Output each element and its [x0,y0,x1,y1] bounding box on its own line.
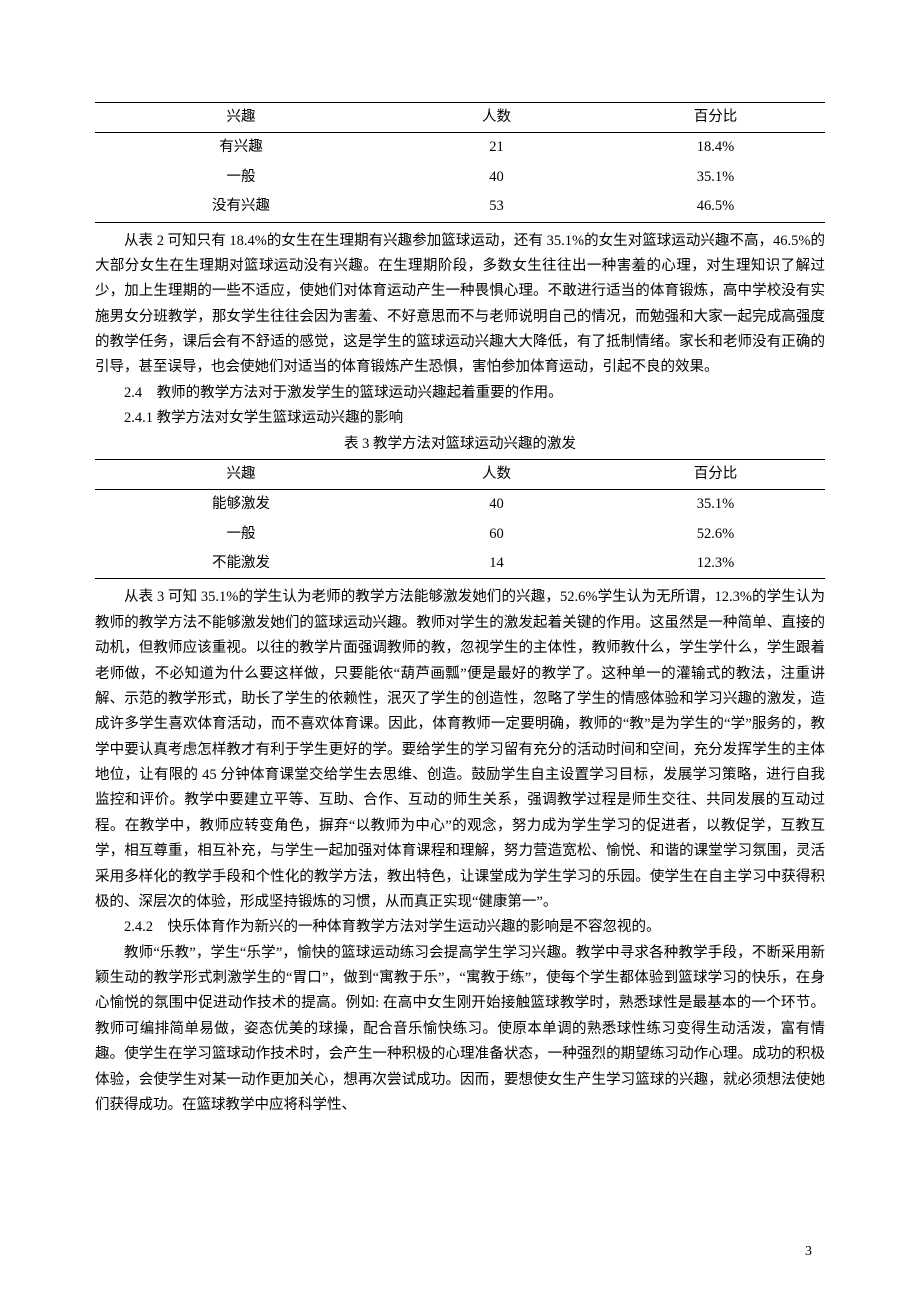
table-row: 一般 60 52.6% [95,520,825,549]
table-cell: 21 [387,133,606,163]
table-header-row: 兴趣 人数 百分比 [95,459,825,489]
table-cell: 40 [387,163,606,192]
section-2-4-heading: 2.4 教师的教学方法对于激发学生的篮球运动兴趣起着重要的作用。 [95,381,825,406]
table-header-cell: 兴趣 [95,103,387,133]
page-number: 3 [805,1240,812,1265]
table-cell: 没有兴趣 [95,192,387,222]
table-header-cell: 人数 [387,103,606,133]
table-cell: 40 [387,490,606,520]
table-cell: 12.3% [606,549,825,579]
paragraph-2-4-2: 教师“乐教”，学生“乐学”，愉快的篮球运动练习会提高学生学习兴趣。教学中寻求各种… [95,941,825,1119]
table-3: 兴趣 人数 百分比 能够激发 40 35.1% 一般 60 52.6% 不能激发… [95,459,825,580]
table-cell: 14 [387,549,606,579]
table-cell: 能够激发 [95,490,387,520]
table-cell: 52.6% [606,520,825,549]
table-cell: 35.1% [606,490,825,520]
table-row: 有兴趣 21 18.4% [95,133,825,163]
table-header-cell: 百分比 [606,459,825,489]
paragraph-after-table2: 从表 2 可知只有 18.4%的女生在生理期有兴趣参加篮球运动，还有 35.1%… [95,229,825,381]
table-header-cell: 兴趣 [95,459,387,489]
table-cell: 一般 [95,520,387,549]
table-header-cell: 百分比 [606,103,825,133]
table-cell: 有兴趣 [95,133,387,163]
table-row: 不能激发 14 12.3% [95,549,825,579]
section-2-4-2-heading: 2.4.2 快乐体育作为新兴的一种体育教学方法对学生运动兴趣的影响是不容忽视的。 [95,915,825,940]
table-cell: 53 [387,192,606,222]
table-cell: 18.4% [606,133,825,163]
section-2-4-1-heading: 2.4.1 教学方法对女学生篮球运动兴趣的影响 [95,406,825,431]
table-2: 兴趣 人数 百分比 有兴趣 21 18.4% 一般 40 35.1% 没有兴趣 … [95,102,825,223]
table-cell: 35.1% [606,163,825,192]
table-row: 能够激发 40 35.1% [95,490,825,520]
table-header-cell: 人数 [387,459,606,489]
table-header-row: 兴趣 人数 百分比 [95,103,825,133]
table-cell: 60 [387,520,606,549]
table-3-caption: 表 3 教学方法对篮球运动兴趣的激发 [95,432,825,457]
table-row: 没有兴趣 53 46.5% [95,192,825,222]
table-cell: 不能激发 [95,549,387,579]
table-cell: 46.5% [606,192,825,222]
table-cell: 一般 [95,163,387,192]
paragraph-after-table3: 从表 3 可知 35.1%的学生认为老师的教学方法能够激发她们的兴趣，52.6%… [95,585,825,915]
table-row: 一般 40 35.1% [95,163,825,192]
